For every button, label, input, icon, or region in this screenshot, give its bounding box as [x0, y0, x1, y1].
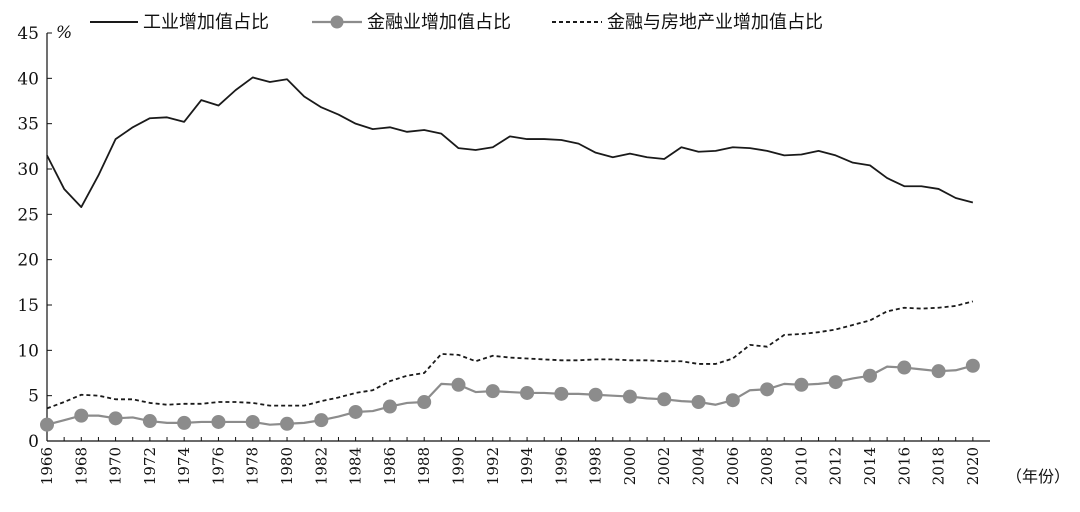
- y-tick-label: 15: [17, 296, 39, 316]
- data-point-finance-share: [245, 414, 260, 429]
- y-tick-label: 10: [17, 341, 39, 361]
- x-tick-label: 1984: [347, 447, 365, 485]
- y-tick-label: 25: [17, 205, 39, 225]
- x-tick-label: 1976: [209, 447, 227, 485]
- data-point-finance-share: [794, 377, 809, 392]
- data-point-finance-share: [760, 382, 775, 397]
- y-axis-unit-label: %: [56, 23, 72, 43]
- y-tick-label: 30: [17, 160, 39, 180]
- x-tick-label: 2010: [792, 447, 810, 485]
- data-point-finance-share: [451, 377, 466, 392]
- legend: 工业增加值占比 金融业增加值占比 金融与房地产业增加值占比: [90, 12, 823, 33]
- data-point-finance-share: [485, 384, 500, 399]
- series-line-finance-share: [46, 364, 974, 426]
- data-point-finance-share: [622, 389, 637, 404]
- x-tick-label: 2006: [724, 447, 742, 485]
- legend-label-finance-realestate-share: 金融与房地产业增加值占比: [607, 12, 823, 33]
- legend-label-finance-share: 金融业增加值占比: [367, 12, 511, 33]
- data-point-finance-share: [382, 399, 397, 414]
- x-tick-label: 1996: [552, 447, 570, 485]
- series-group: [40, 76, 980, 432]
- data-point-finance-share: [725, 393, 740, 408]
- x-tick-label: 2008: [758, 447, 776, 485]
- data-point-finance-share: [211, 414, 226, 429]
- axes: 0 5 10 15 20 25 30 35 40 45 1966 1968 1970 1972 1974 19…: [17, 24, 990, 485]
- legend-marker-finance-share: [330, 15, 344, 29]
- x-tick-label: 1986: [381, 447, 399, 485]
- x-tick-label: 1972: [141, 447, 159, 485]
- data-point-finance-share: [177, 415, 192, 430]
- x-tick-label: 2002: [655, 447, 673, 485]
- x-tick-label: 1988: [415, 447, 433, 485]
- y-tick-label: 40: [17, 69, 39, 89]
- data-point-finance-share: [40, 417, 54, 432]
- data-point-finance-share: [314, 413, 329, 428]
- x-tick-label: 1970: [107, 447, 125, 485]
- x-tick-label: 1994: [518, 447, 536, 485]
- y-tick-label: 45: [17, 24, 39, 44]
- x-tick-label: 1978: [244, 447, 262, 485]
- x-tick-label: 1980: [278, 447, 296, 485]
- data-point-finance-share: [588, 387, 603, 402]
- data-point-finance-share: [862, 368, 877, 383]
- x-tick-label: 1974: [175, 447, 193, 485]
- x-tick-label: 1968: [72, 447, 90, 485]
- x-tick-label: 2012: [827, 447, 845, 485]
- x-tick-label: 1990: [449, 447, 467, 485]
- x-tick-label: 1982: [312, 447, 330, 485]
- y-tick-label: 35: [17, 115, 39, 135]
- legend-label-industry-share: 工业增加值占比: [143, 12, 269, 33]
- x-tick-label: 2020: [964, 447, 982, 485]
- x-tick-label: 1992: [484, 447, 502, 485]
- x-tick-label: 2014: [861, 447, 879, 485]
- data-point-finance-share: [142, 414, 157, 429]
- data-point-finance-share: [965, 358, 980, 373]
- data-point-finance-share: [931, 364, 946, 379]
- y-tick-label: 5: [28, 387, 39, 407]
- data-point-finance-share: [897, 360, 912, 375]
- data-point-finance-share: [691, 395, 706, 410]
- data-point-finance-share: [108, 411, 123, 426]
- series-line-industry-share: [46, 76, 974, 208]
- data-point-finance-share: [657, 392, 672, 407]
- x-tick-label: 2000: [621, 447, 639, 485]
- data-point-finance-share: [280, 416, 295, 431]
- y-tick-label: 0: [28, 432, 39, 452]
- x-tick-label: 1998: [587, 447, 605, 485]
- data-point-finance-share: [520, 385, 535, 400]
- x-tick-label: 2018: [930, 447, 948, 485]
- y-tick-label: 20: [17, 251, 39, 271]
- data-point-finance-share: [74, 408, 89, 423]
- x-tick-label: 2004: [690, 447, 708, 485]
- x-axis-title: （年份）: [1006, 467, 1070, 486]
- data-point-finance-share: [417, 395, 432, 410]
- series-line-finance-realestate-share: [46, 300, 974, 410]
- data-point-finance-share: [828, 375, 843, 390]
- data-point-finance-share: [554, 386, 569, 401]
- x-tick-label: 1966: [38, 447, 56, 485]
- x-tick-label: 2016: [895, 447, 913, 485]
- data-point-finance-share: [348, 404, 363, 419]
